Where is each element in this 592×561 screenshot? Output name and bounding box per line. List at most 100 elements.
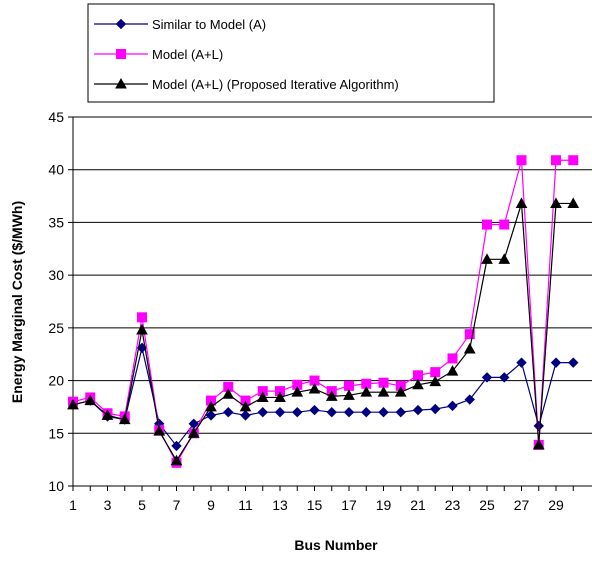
series-3 (67, 197, 580, 466)
x-tick-label: 9 (207, 497, 215, 513)
data-point (550, 357, 562, 368)
legend-label: Model (A+L) (Proposed Iterative Algorith… (152, 77, 399, 92)
data-point (499, 372, 510, 383)
y-tick-label: 35 (48, 214, 64, 230)
data-point (516, 155, 527, 166)
y-tick-label: 30 (48, 267, 64, 283)
legend-box (87, 3, 495, 103)
y-tick-label: 40 (48, 162, 64, 178)
x-tick-label: 7 (173, 497, 181, 513)
data-point (222, 388, 235, 399)
x-axis-title: Bus Number (294, 537, 378, 553)
data-point (101, 409, 114, 420)
data-point (394, 386, 407, 397)
data-point (153, 425, 166, 436)
legend-swatch-marker (115, 18, 127, 30)
data-point (205, 410, 217, 421)
series-layer (67, 155, 580, 468)
data-point (240, 410, 251, 421)
data-point (515, 197, 528, 208)
data-point (464, 329, 475, 340)
legend-label: Model (A+L) (152, 47, 223, 62)
x-tick-label: 15 (307, 497, 323, 513)
data-point (499, 219, 510, 230)
data-point (361, 406, 372, 418)
data-point (378, 406, 389, 418)
data-point (205, 400, 217, 412)
data-point (378, 377, 389, 388)
legend-swatch-marker (115, 77, 127, 89)
data-point (137, 312, 147, 323)
series-line (72, 202, 574, 462)
data-point (430, 367, 441, 378)
data-point (377, 386, 390, 397)
data-point (412, 378, 424, 390)
data-point (343, 406, 355, 418)
data-point (274, 406, 286, 418)
data-point (84, 394, 97, 406)
data-point (463, 342, 476, 354)
data-point (430, 403, 441, 415)
data-point (344, 380, 354, 391)
data-point (343, 389, 355, 400)
data-point (446, 365, 459, 376)
legend-item: Model (A+L) (Proposed Iterative Algorith… (94, 77, 399, 92)
series-1 (67, 342, 579, 452)
data-point (550, 197, 562, 208)
x-tick-label: 19 (376, 497, 392, 513)
data-point (256, 391, 269, 402)
y-axis-title: Energy Marginal Cost ($/MWh) (9, 201, 25, 403)
data-point (274, 391, 286, 402)
data-point (223, 406, 234, 418)
x-tick-label: 21 (410, 497, 426, 513)
data-point (187, 427, 200, 438)
data-point (447, 353, 458, 364)
x-tick-label: 11 (238, 497, 253, 513)
data-point (239, 400, 252, 412)
data-point (171, 440, 182, 452)
data-point (447, 400, 458, 412)
data-point (481, 372, 493, 383)
legend-label: Similar to Model (A) (152, 17, 266, 32)
y-tick-label: 10 (48, 478, 64, 494)
x-tick-label: 27 (514, 497, 530, 513)
data-point (533, 420, 544, 432)
legend-item: Similar to Model (A) (94, 17, 266, 32)
data-point (360, 386, 373, 397)
data-point (136, 323, 148, 335)
data-point (429, 375, 442, 387)
x-tick-label: 13 (272, 497, 288, 513)
data-point (568, 155, 579, 166)
data-point (532, 438, 545, 450)
x-tick-label: 1 (69, 497, 77, 513)
y-tick-label: 15 (48, 425, 64, 441)
y-tick-label: 25 (48, 320, 64, 336)
x-tick-label: 23 (445, 497, 461, 513)
data-point (413, 370, 423, 381)
legend-item: Model (A+L) (94, 47, 223, 62)
data-point (325, 390, 338, 401)
data-point (481, 253, 493, 264)
data-point (464, 394, 475, 405)
data-point (170, 454, 183, 466)
data-point (395, 406, 406, 418)
legend-swatch-marker (116, 49, 126, 59)
data-point (309, 404, 320, 416)
data-point (291, 386, 304, 397)
data-point (67, 398, 79, 410)
x-tick-label: 25 (479, 497, 495, 513)
legend: Similar to Model (A) Model (A+L) Model (A+… (87, 3, 495, 103)
data-point (308, 382, 321, 394)
gridlines (73, 116, 592, 434)
data-point (551, 155, 561, 166)
x-tick-label: 3 (104, 497, 112, 513)
data-point (326, 406, 337, 418)
data-point (567, 197, 580, 208)
data-point (412, 404, 424, 416)
x-tick-label: 5 (138, 497, 146, 513)
x-tick-label: 17 (341, 497, 357, 513)
data-point (257, 406, 268, 418)
